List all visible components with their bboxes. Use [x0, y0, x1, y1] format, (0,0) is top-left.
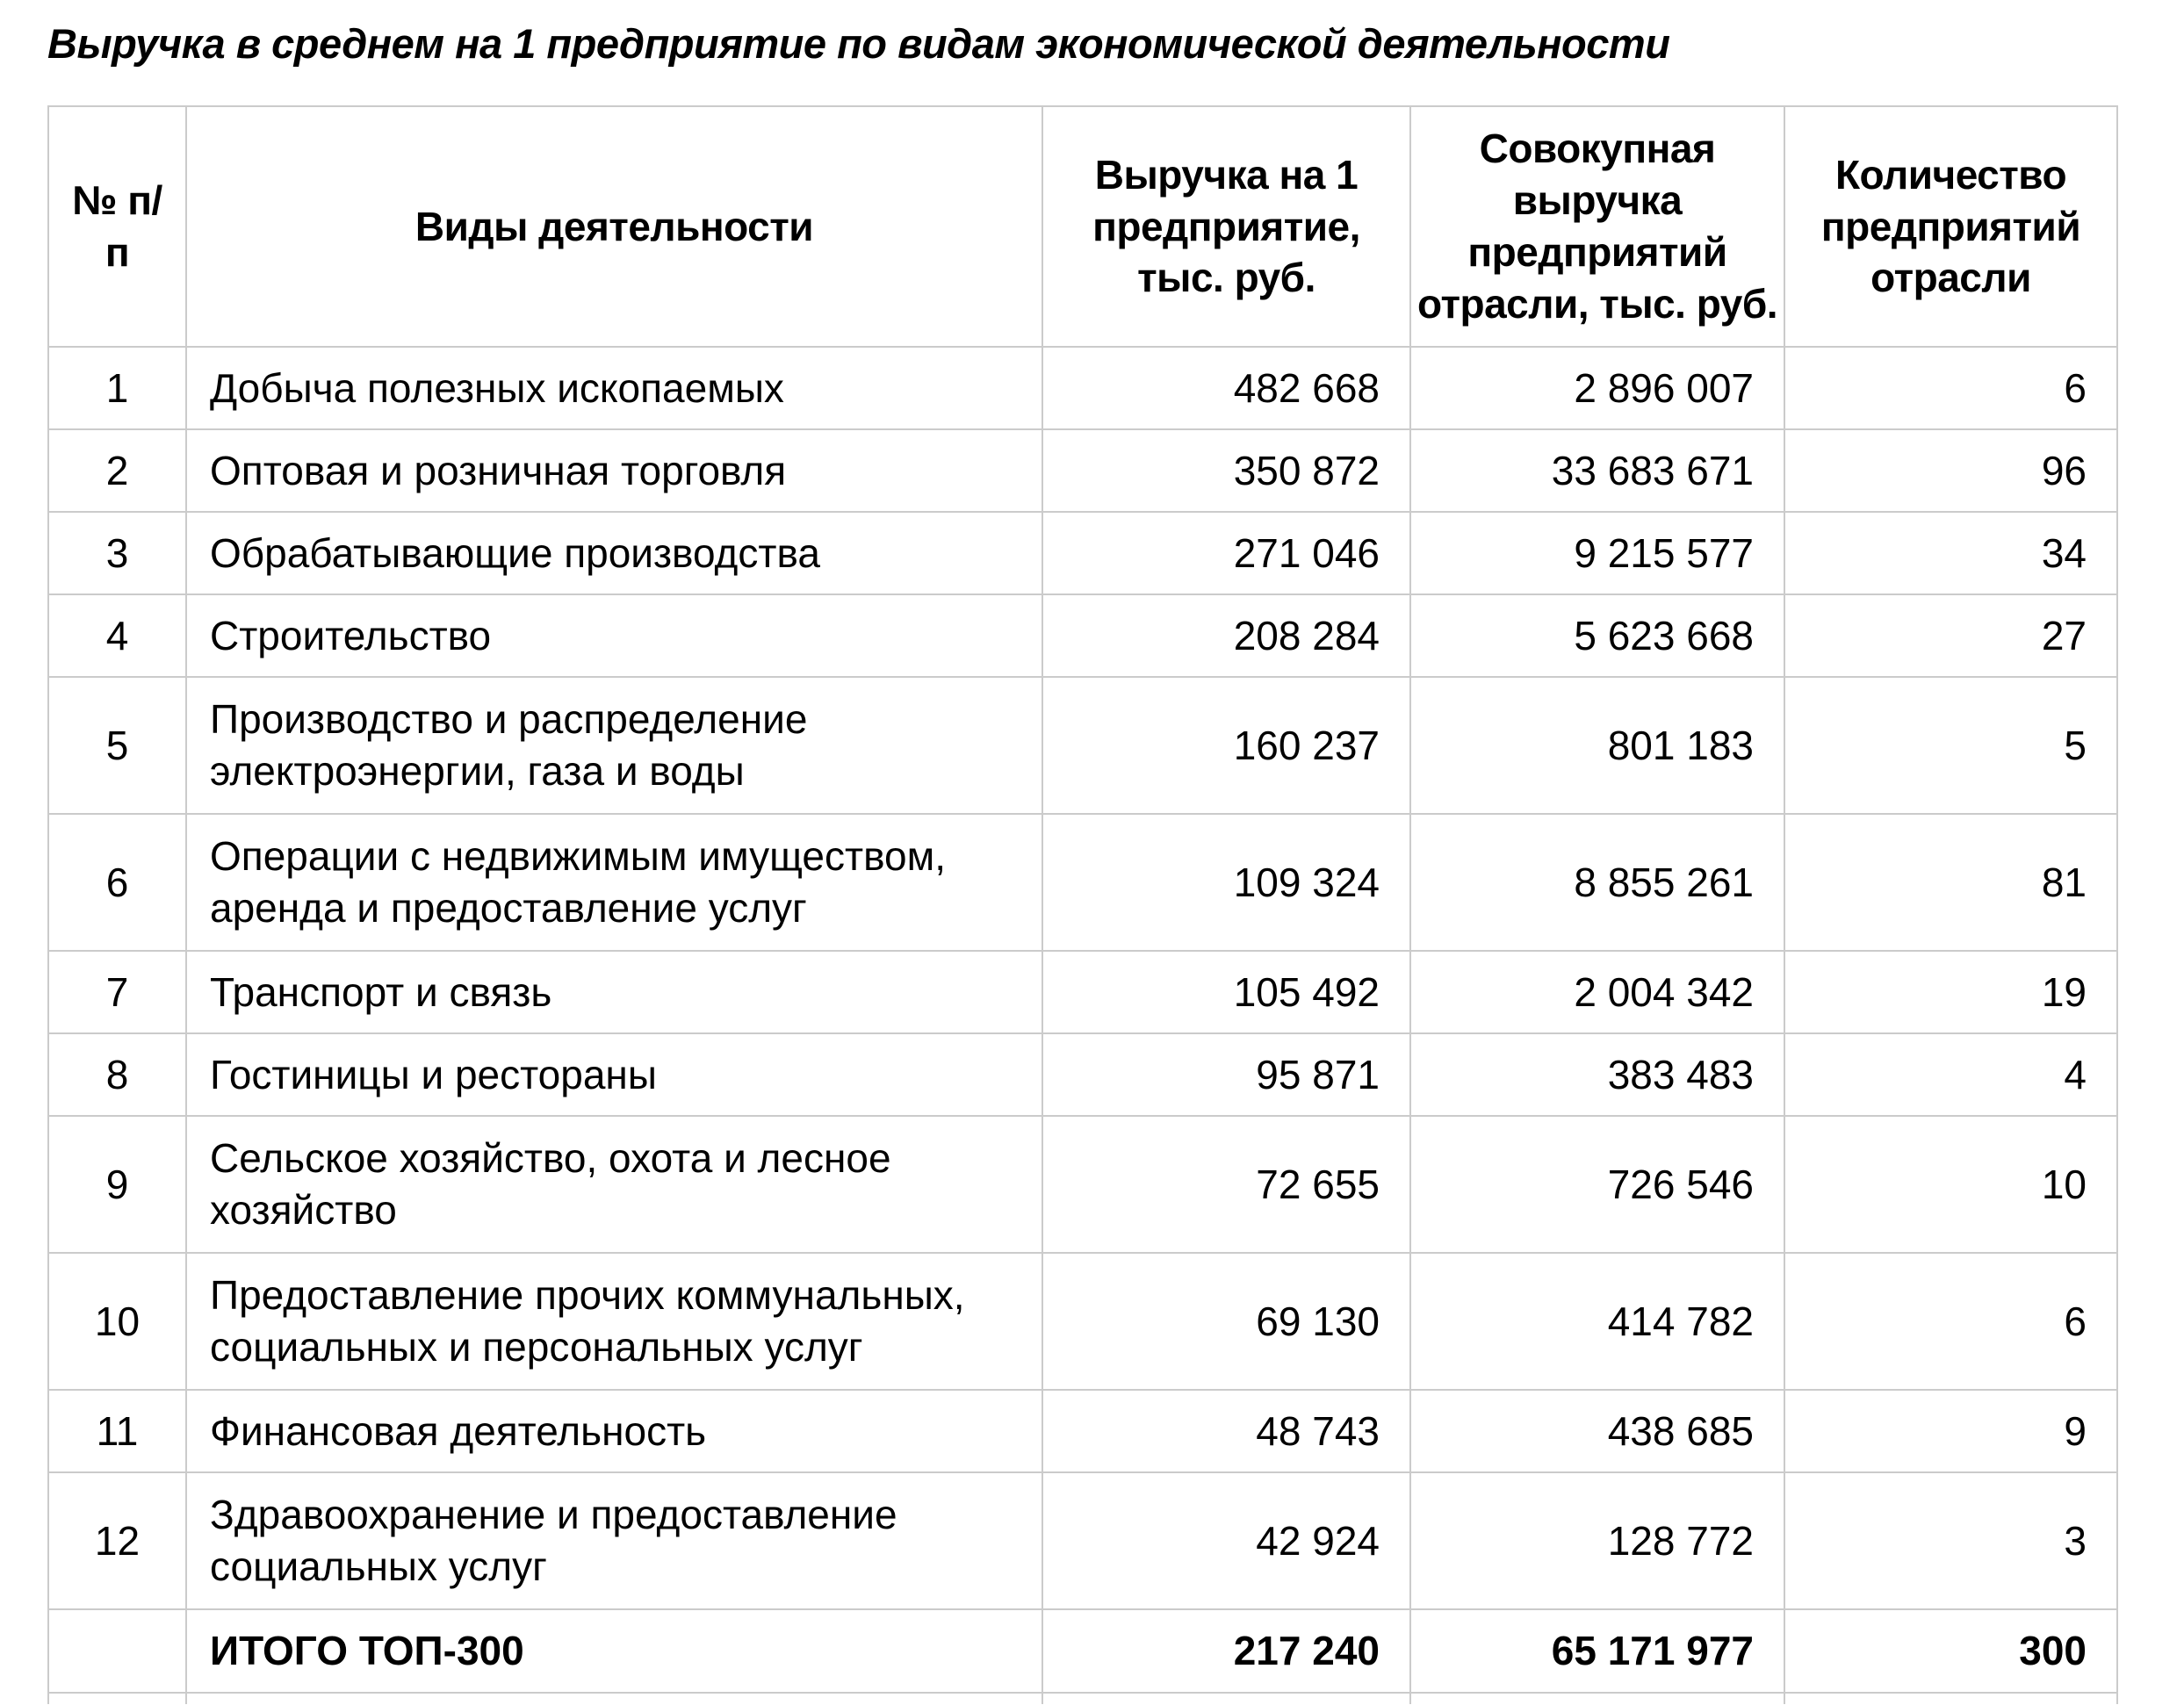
total-label: ИТОГО ТОП-300 — [185, 1608, 1043, 1694]
total-revenue-cell: 8 855 261 — [1409, 813, 1785, 952]
enterprise-count-cell: 3 — [1784, 1471, 2118, 1610]
total-revenue-cell: 414 782 — [1409, 1252, 1785, 1391]
row-number: 3 — [47, 511, 187, 595]
table-row: 11 Финансовая деятельность 48 743 438 68… — [47, 1389, 2118, 1473]
table-row: 9 Сельское хозяйство, охота и лесное хоз… — [47, 1115, 2118, 1254]
revenue-per-enterprise-cell: 271 046 — [1042, 511, 1411, 595]
row-number — [47, 1608, 187, 1694]
enterprise-count-cell: 10 — [1784, 1115, 2118, 1254]
total-revenue-cell: 33 683 671 — [1409, 428, 1785, 513]
row-number: 10 — [47, 1252, 187, 1391]
revenue-per-enterprise-cell: 482 668 — [1042, 346, 1411, 430]
enterprise-count-cell: 96 — [1784, 428, 2118, 513]
table-row: 3 Обрабатывающие производства 271 046 9 … — [47, 511, 2118, 595]
revenue-per-enterprise-cell: 48 743 — [1042, 1389, 1411, 1473]
total-revenue-cell: 128 772 — [1409, 1471, 1785, 1610]
revenue-per-enterprise-cell: 208 284 — [1042, 594, 1411, 678]
enterprise-count-cell: 6 — [1784, 1252, 2118, 1391]
row-number: 11 — [47, 1389, 187, 1473]
table-row: 6 Операции с недвижимым имуществом, арен… — [47, 813, 2118, 952]
total-revenue-cell: 9 215 577 — [1409, 511, 1785, 595]
revenue-per-enterprise-cell: 72 655 — [1042, 1115, 1411, 1254]
revenue-per-enterprise-cell: 105 492 — [1042, 950, 1411, 1034]
row-number: 4 — [47, 594, 187, 678]
row-number: 1 — [47, 346, 187, 430]
row-number: 8 — [47, 1032, 187, 1117]
table-row: 10 Предоставление прочих коммунальных, с… — [47, 1252, 2118, 1391]
activity-cell: Операции с недвижимым имуществом, аренда… — [185, 813, 1043, 952]
table-row: 7 Транспорт и связь 105 492 2 004 342 19 — [47, 950, 2118, 1034]
enterprise-count-cell: 5 — [1784, 676, 2118, 815]
activity-cell: Финансовая деятельность — [185, 1389, 1043, 1473]
column-header-total-revenue: Совокупная выручка предприятий отрасли, … — [1409, 105, 1785, 348]
enterprise-count-cell: 6 — [1784, 346, 2118, 430]
total-enterprise-count-cell: 300 — [1784, 1608, 2118, 1694]
row-number: 7 — [47, 950, 187, 1034]
total-revenue-cell: 2 004 342 — [1409, 950, 1785, 1034]
revenue-per-enterprise-cell: 350 872 — [1042, 428, 1411, 513]
revenue-per-enterprise-cell: 160 237 — [1042, 676, 1411, 815]
total-revenue-per-enterprise-cell: 217 240 — [1042, 1608, 1411, 1694]
enterprise-count-cell: 9 — [1784, 1389, 2118, 1473]
row-number: 12 — [47, 1471, 187, 1610]
activity-cell: Гостиницы и рестораны — [185, 1032, 1043, 1117]
table-row: 2 Оптовая и розничная торговля 350 872 3… — [47, 428, 2118, 513]
table-row: 5 Производство и распределение электроэн… — [47, 676, 2118, 815]
revenue-per-enterprise-cell: 42 924 — [1042, 1471, 1411, 1610]
enterprise-count-cell: 19 — [1784, 950, 2118, 1034]
table-row: 4 Строительство 208 284 5 623 668 27 — [47, 594, 2118, 678]
page-title: Выручка в среднем на 1 предприятие по ви… — [47, 20, 1670, 67]
column-header-num: № п/ п — [47, 105, 187, 348]
cropped-next-row-stub — [47, 1692, 2118, 1704]
activity-cell: Производство и распределение электроэнер… — [185, 676, 1043, 815]
activity-cell: Предоставление прочих коммунальных, соци… — [185, 1252, 1043, 1391]
table-row: 1 Добыча полезных ископаемых 482 668 2 8… — [47, 346, 2118, 430]
revenue-per-enterprise-cell: 95 871 — [1042, 1032, 1411, 1117]
row-number: 9 — [47, 1115, 187, 1254]
row-number: 6 — [47, 813, 187, 952]
column-header-revenue-per-enterprise: Выручка на 1 предприятие, тыс. руб. — [1042, 105, 1411, 348]
activity-cell: Транспорт и связь — [185, 950, 1043, 1034]
enterprise-count-cell: 4 — [1784, 1032, 2118, 1117]
total-total-revenue-cell: 65 171 977 — [1409, 1608, 1785, 1694]
enterprise-count-cell: 81 — [1784, 813, 2118, 952]
total-revenue-cell: 5 623 668 — [1409, 594, 1785, 678]
column-header-enterprise-count: Количество предприятий отрасли — [1784, 105, 2118, 348]
revenue-by-activity-table: № п/ п Виды деятельности Выручка на 1 пр… — [47, 105, 2118, 1704]
activity-cell: Строительство — [185, 594, 1043, 678]
activity-cell: Добыча полезных ископаемых — [185, 346, 1043, 430]
total-revenue-cell: 801 183 — [1409, 676, 1785, 815]
header-row: № п/ п Виды деятельности Выручка на 1 пр… — [47, 105, 2118, 348]
total-revenue-cell: 383 483 — [1409, 1032, 1785, 1117]
total-revenue-cell: 726 546 — [1409, 1115, 1785, 1254]
activity-cell: Сельское хозяйство, охота и лесное хозяй… — [185, 1115, 1043, 1254]
activity-cell: Здравоохранение и предоставление социаль… — [185, 1471, 1043, 1610]
revenue-per-enterprise-cell: 109 324 — [1042, 813, 1411, 952]
table-row: 8 Гостиницы и рестораны 95 871 383 483 4 — [47, 1032, 2118, 1117]
column-header-activity: Виды деятельности — [185, 105, 1043, 348]
activity-cell: Оптовая и розничная торговля — [185, 428, 1043, 513]
row-number: 5 — [47, 676, 187, 815]
enterprise-count-cell: 34 — [1784, 511, 2118, 595]
activity-cell: Обрабатывающие производства — [185, 511, 1043, 595]
total-revenue-cell: 2 896 007 — [1409, 346, 1785, 430]
table-row: 12 Здравоохранение и предоставление соци… — [47, 1471, 2118, 1610]
total-revenue-cell: 438 685 — [1409, 1389, 1785, 1473]
revenue-per-enterprise-cell: 69 130 — [1042, 1252, 1411, 1391]
row-number: 2 — [47, 428, 187, 513]
total-row: ИТОГО ТОП-300 217 240 65 171 977 300 — [47, 1608, 2118, 1694]
enterprise-count-cell: 27 — [1784, 594, 2118, 678]
